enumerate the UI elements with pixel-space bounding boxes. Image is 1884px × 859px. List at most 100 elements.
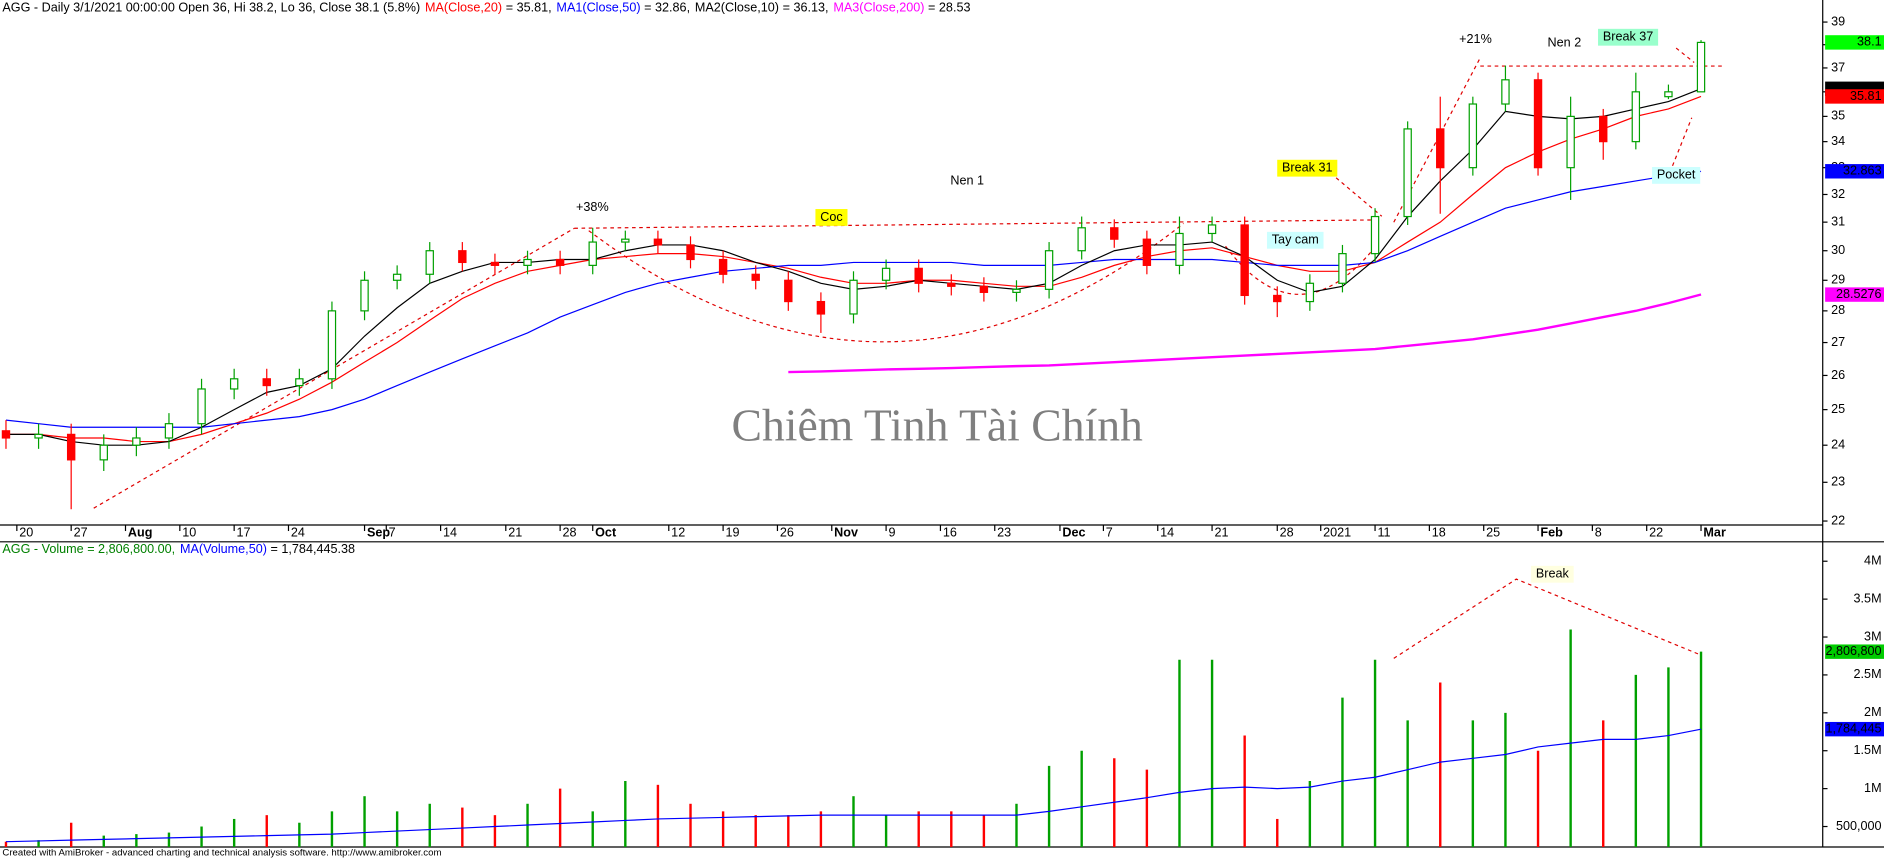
annotation: Tay cam bbox=[1272, 233, 1319, 247]
candle-body bbox=[1599, 115, 1608, 143]
annotation: Break 37 bbox=[1603, 30, 1653, 44]
candle-body bbox=[555, 258, 565, 266]
candle-body bbox=[621, 238, 630, 243]
x-tick-label: 12 bbox=[671, 526, 685, 540]
y-tick-label: 27 bbox=[1831, 335, 1845, 349]
x-tick-label: 23 bbox=[997, 526, 1011, 540]
cup-arc bbox=[588, 222, 1184, 343]
x-tick-label: 26 bbox=[780, 526, 794, 540]
x-tick-label: Feb bbox=[1540, 526, 1563, 540]
candle-body bbox=[360, 279, 369, 312]
footer: Created with AmiBroker - advanced charti… bbox=[2, 848, 441, 859]
candle-body bbox=[1501, 79, 1510, 105]
x-tick-label: 22 bbox=[1649, 526, 1663, 540]
candle-body bbox=[1403, 128, 1412, 218]
value-badge bbox=[1825, 164, 1884, 179]
y-tick-label: 2.5M bbox=[1854, 667, 1882, 681]
value-badge-label: 28.5276 bbox=[1836, 287, 1882, 301]
value-badge bbox=[1825, 35, 1884, 50]
header-title: AGG - Daily 3/1/2021 00:00:00 Open 36, H… bbox=[2, 1, 420, 15]
annotation-box bbox=[1266, 231, 1324, 249]
y-tick-label: 25 bbox=[1831, 402, 1845, 416]
candle-body bbox=[262, 378, 271, 387]
x-tick-label: Mar bbox=[1703, 526, 1726, 540]
y-tick-label: 1.5M bbox=[1854, 743, 1882, 757]
candle-body bbox=[1044, 250, 1054, 290]
candle-body bbox=[1631, 91, 1641, 143]
value-badge-label: 32.863 bbox=[1843, 164, 1882, 178]
x-tick-label: 28 bbox=[563, 526, 577, 540]
candle-body bbox=[1305, 282, 1315, 303]
candle-body bbox=[947, 282, 956, 287]
value-badge bbox=[1825, 644, 1884, 659]
candle-body bbox=[1240, 224, 1249, 297]
price-header: AGG - Daily 3/1/2021 00:00:00 Open 36, H… bbox=[2, 1, 970, 15]
annotation-box bbox=[1598, 28, 1659, 46]
y-tick-label: 35 bbox=[1831, 109, 1845, 123]
annotation-box bbox=[1652, 166, 1701, 184]
y-tick-label: 4M bbox=[1864, 554, 1882, 568]
annotation-box bbox=[815, 209, 848, 226]
candle-body bbox=[1370, 215, 1380, 255]
rim-line bbox=[574, 219, 1382, 229]
legend-name: MA(Volume,50) bbox=[180, 543, 267, 557]
y-tick-label: 1M bbox=[1864, 781, 1882, 795]
candle-body bbox=[132, 437, 141, 446]
y-tick-label: 24 bbox=[1831, 438, 1845, 452]
volume-header: AGG - Volume = 2,806,800.00, MA(Volume,50… bbox=[2, 543, 355, 557]
candle-body bbox=[458, 250, 467, 264]
y-tick-label: 23 bbox=[1831, 475, 1845, 489]
candle-body bbox=[653, 238, 663, 246]
x-tick-label: 21 bbox=[1214, 526, 1228, 540]
y-tick-label: 500,000 bbox=[1836, 819, 1882, 833]
ma-line bbox=[5, 728, 1702, 843]
x-tick-label: Aug bbox=[128, 526, 153, 540]
candle-body bbox=[1110, 227, 1119, 240]
candle-body bbox=[164, 423, 174, 439]
candle-body bbox=[1, 430, 11, 439]
x-tick-label: 18 bbox=[1432, 526, 1446, 540]
x-tick-label: Dec bbox=[1062, 526, 1085, 540]
x-tick-label: 16 bbox=[943, 526, 957, 540]
legend-name: MA3(Close,200) bbox=[833, 1, 924, 15]
candle-body bbox=[66, 433, 76, 461]
annotation: +38% bbox=[576, 200, 609, 214]
candle-body bbox=[849, 279, 858, 315]
x-tick-label: Oct bbox=[595, 526, 617, 540]
candle-body bbox=[392, 273, 402, 281]
candle-body bbox=[588, 241, 597, 266]
y-tick-label: 34 bbox=[1831, 134, 1845, 148]
candle-body bbox=[1142, 238, 1152, 266]
annotation-box bbox=[1277, 159, 1338, 177]
x-tick-label: 25 bbox=[1486, 526, 1500, 540]
annotation: Nen 2 bbox=[1548, 36, 1582, 50]
legend-value: = 36.13, bbox=[783, 1, 829, 15]
candle-body bbox=[1533, 79, 1543, 169]
annotation: Break 31 bbox=[1282, 161, 1332, 175]
x-tick-label: 24 bbox=[291, 526, 305, 540]
value-badge bbox=[1825, 721, 1884, 737]
trend-arrow bbox=[93, 227, 575, 509]
legend-value: = 35.81, bbox=[506, 1, 552, 15]
x-tick-label: 14 bbox=[443, 526, 457, 540]
y-tick-label: 22 bbox=[1831, 513, 1845, 527]
candle-body bbox=[718, 258, 728, 275]
value-badge bbox=[1825, 89, 1884, 104]
y-tick-label: 39 bbox=[1831, 14, 1845, 28]
candle-body bbox=[914, 267, 923, 284]
candle-body bbox=[327, 310, 337, 380]
legend-name: MA2(Close,10) bbox=[695, 1, 779, 15]
volume-break-arrows bbox=[1393, 578, 1701, 659]
legend-value: = 28.53 bbox=[928, 1, 970, 15]
y-tick-label: 31 bbox=[1831, 214, 1845, 228]
x-tick-label: 2021 bbox=[1323, 526, 1351, 540]
y-tick-label: 37 bbox=[1831, 60, 1845, 74]
value-badge-label: 1,784,445 bbox=[1825, 721, 1881, 735]
candle-body bbox=[1012, 288, 1021, 293]
value-badge-label: 38.1 bbox=[1857, 35, 1882, 49]
ma-line bbox=[788, 293, 1702, 374]
x-tick-label: 11 bbox=[1377, 526, 1390, 540]
annotation: Coc bbox=[820, 210, 842, 224]
